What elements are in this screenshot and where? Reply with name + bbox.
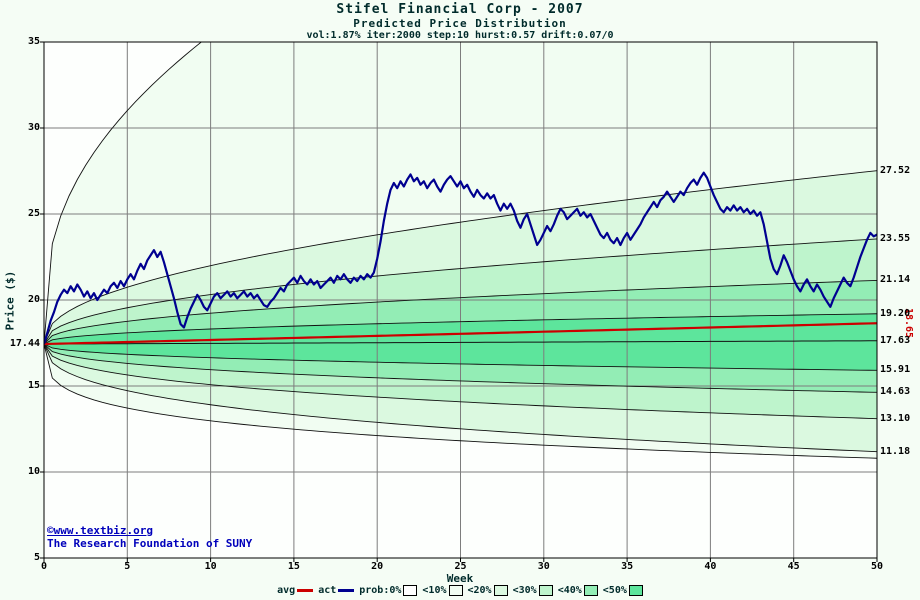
copyright-link[interactable]: ©www.textbiz.org	[47, 524, 153, 537]
right-price-label: 17.63	[880, 334, 911, 346]
legend-item: <40%	[558, 585, 598, 596]
chart-subtitle: Predicted Price Distribution	[353, 17, 567, 30]
x-tick-label: 20	[371, 561, 384, 572]
chart-title: Stifel Financial Corp - 2007	[336, 2, 584, 17]
chart-parameters: vol:1.87% iter:2000 step:10 hurst:0.57 d…	[306, 30, 614, 41]
x-tick-label: 30	[537, 561, 550, 572]
legend-item: <30%	[513, 585, 553, 596]
right-price-label: 21.14	[880, 274, 911, 286]
y-tick-label: 25	[27, 208, 40, 219]
legend-swatch	[297, 589, 314, 592]
legend-label: prob:0%	[359, 585, 402, 596]
plot-area	[40, 41, 878, 562]
legend-swatch	[448, 585, 463, 596]
right-price-label: 11.18	[880, 445, 911, 457]
y-tick-label: 30	[27, 122, 40, 133]
right-price-label: 19.20	[880, 307, 911, 319]
legend-item: <10%	[422, 585, 463, 596]
y-tick-label: 15	[27, 380, 40, 391]
legend-swatch	[338, 589, 355, 592]
legend-item: avg	[277, 585, 314, 596]
y-tick-label: 5	[33, 552, 40, 563]
legend-label: act	[318, 585, 337, 596]
legend-item: prob:0%	[359, 585, 418, 596]
legend-item: <20%	[468, 585, 508, 596]
legend-label: <50%	[602, 585, 627, 596]
x-tick-label: 25	[454, 561, 467, 572]
y-tick-label: 20	[27, 294, 40, 305]
legend-label: <10%	[422, 585, 447, 596]
x-tick-label: 10	[204, 561, 217, 572]
legend-item: act	[318, 585, 355, 596]
x-tick-label: 45	[787, 561, 800, 572]
right-price-label: 23.55	[880, 232, 911, 244]
start-price-label: 17.44	[9, 338, 40, 349]
right-price-label: 14.63	[880, 386, 911, 398]
x-axis-title: Week	[446, 572, 474, 585]
x-tick-label: 35	[621, 561, 634, 572]
legend-swatch	[403, 585, 418, 596]
legend-swatch	[493, 585, 508, 596]
x-tick-label: 0	[40, 561, 48, 572]
legend-swatch	[538, 585, 553, 596]
legend-swatch	[628, 585, 643, 596]
x-tick-label: 15	[287, 561, 300, 572]
right-price-label: 13.10	[880, 412, 911, 424]
legend-label: <20%	[467, 585, 492, 596]
x-tick-label: 40	[704, 561, 717, 572]
legend-label: <40%	[557, 585, 582, 596]
y-tick-label: 10	[27, 466, 40, 477]
legend-label: avg	[277, 585, 296, 596]
right-price-label: 15.91	[880, 364, 911, 376]
chart-legend: avg act prob:0% <10% <20% <30% <40% <50%	[0, 585, 920, 596]
right-price-label: 27.52	[880, 164, 911, 176]
legend-swatch	[583, 585, 598, 596]
y-tick-label: 35	[27, 36, 40, 47]
x-tick-label: 5	[124, 561, 131, 572]
legend-label: <30%	[512, 585, 537, 596]
credit-text: The Research Foundation of SUNY	[47, 537, 253, 550]
legend-item: <50%	[603, 585, 643, 596]
fan-chart-svg	[40, 41, 878, 562]
x-tick-label: 50	[870, 561, 884, 572]
